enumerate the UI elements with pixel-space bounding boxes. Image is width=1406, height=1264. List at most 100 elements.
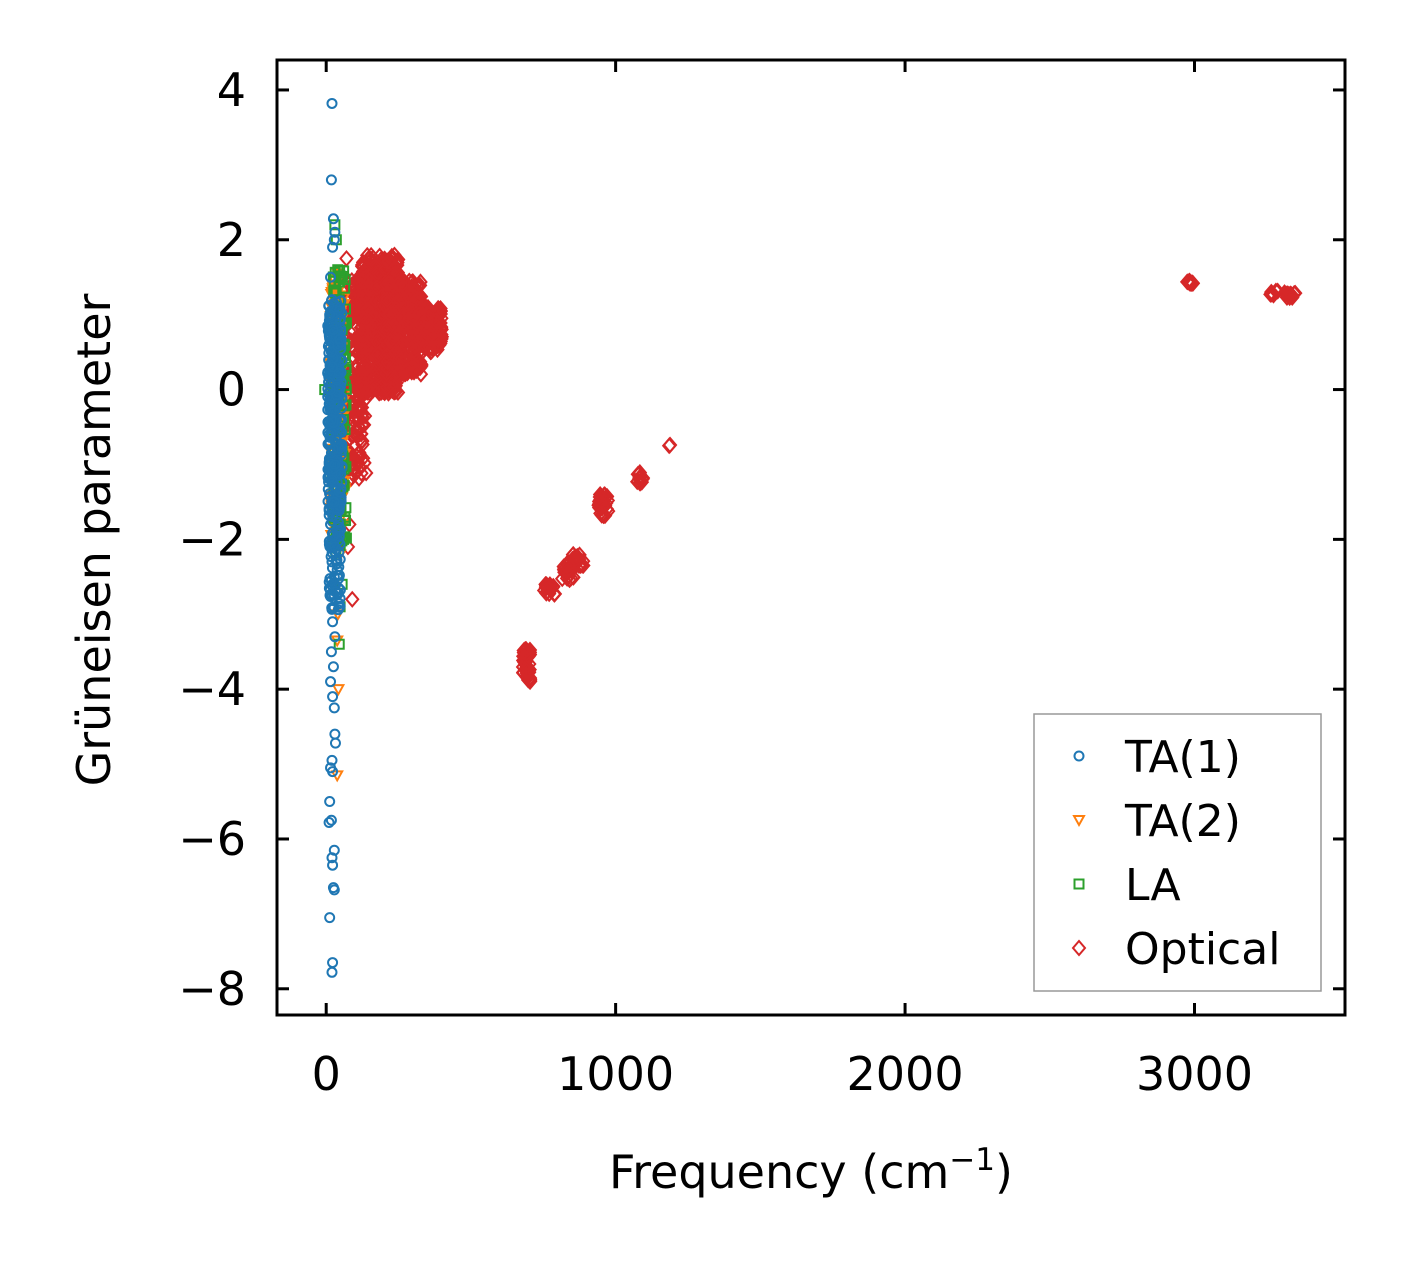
y-axis-label: Grüneisen parameter: [67, 293, 121, 786]
data-point: [389, 256, 405, 274]
data-point: [413, 273, 428, 291]
data-point: [370, 264, 386, 282]
data-point: [403, 285, 419, 303]
data-point: [324, 359, 336, 371]
data-point: [355, 280, 371, 298]
data-point: [381, 282, 396, 300]
data-point: [383, 332, 398, 350]
legend-marker: [1072, 815, 1086, 828]
data-point: [359, 275, 374, 293]
data-point: [348, 464, 364, 482]
data-point: [519, 664, 535, 682]
data-point: [355, 449, 371, 467]
data-point: [328, 407, 340, 419]
data-point: [328, 702, 340, 714]
data-point: [325, 174, 337, 186]
data-point: [329, 541, 341, 553]
data-point: [389, 374, 404, 392]
data-point: [354, 432, 370, 450]
data-point: [379, 336, 395, 354]
data-point: [326, 966, 338, 978]
data-point: [1263, 283, 1279, 301]
y-tick-label: −8: [178, 962, 246, 1016]
data-point: [328, 234, 340, 246]
data-point: [328, 496, 340, 508]
x-tick-label: 1000: [557, 1047, 674, 1101]
data-point: [326, 97, 338, 109]
data-point: [571, 557, 587, 575]
data-point: [515, 658, 531, 676]
data-point: [353, 382, 369, 400]
data-point: [323, 505, 335, 517]
data-point: [406, 321, 421, 339]
data-point: [327, 661, 339, 673]
data-point: [1284, 286, 1300, 304]
data-point: [662, 436, 678, 454]
data-point: [430, 337, 446, 355]
x-tick-label: 2000: [847, 1047, 964, 1101]
data-point: [329, 219, 341, 231]
data-point: [393, 330, 409, 348]
data-point: [329, 737, 341, 749]
data-point: [359, 246, 375, 264]
data-point: [366, 322, 382, 341]
legend-label: LA: [1125, 860, 1181, 911]
data-point: [361, 351, 376, 369]
plot-frame: [275, 58, 1347, 1017]
data-point: [354, 341, 369, 359]
data-point: [379, 353, 395, 371]
data-point: [570, 549, 586, 567]
data-point: [333, 367, 345, 379]
data-point: [382, 383, 398, 401]
data-point: [327, 324, 339, 336]
data-point: [335, 468, 347, 480]
data-point: [425, 323, 441, 341]
data-point: [399, 351, 414, 369]
data-point: [414, 331, 429, 349]
data-point: [387, 303, 402, 321]
data-point: [417, 320, 433, 338]
legend-marker: [1073, 750, 1085, 762]
data-point: [327, 859, 339, 871]
data-point: [327, 616, 339, 628]
data-point: [326, 294, 338, 306]
data-point: [344, 590, 360, 608]
data-points-layer: [319, 97, 1303, 978]
legend-label: Optical: [1125, 924, 1280, 975]
data-point: [360, 301, 375, 319]
data-point: [329, 631, 341, 643]
data-point: [1183, 274, 1199, 293]
data-point: [593, 504, 608, 522]
data-point: [1279, 285, 1295, 303]
data-point: [327, 530, 339, 542]
data-point: [329, 728, 341, 740]
data-point: [412, 353, 428, 371]
data-point: [597, 507, 613, 525]
x-tick-label: 3000: [1136, 1047, 1253, 1101]
data-point: [356, 288, 371, 306]
data-point: [326, 852, 338, 864]
data-point: [356, 416, 372, 434]
data-point: [379, 291, 395, 309]
data-point: [327, 601, 339, 613]
y-tick-label: 0: [217, 363, 246, 417]
data-point: [327, 691, 339, 703]
data-point: [324, 399, 336, 411]
data-point: [325, 551, 337, 563]
data-point: [332, 264, 344, 276]
data-point: [1179, 273, 1195, 291]
data-point: [327, 241, 339, 253]
data-point: [339, 249, 354, 268]
data-point: [390, 275, 406, 293]
data-point: [385, 317, 401, 335]
data-point: [381, 274, 397, 292]
data-point: [323, 817, 335, 829]
y-axis: −8 −6 −4 −2 0 2 4: [178, 63, 1345, 1016]
data-point: [325, 384, 337, 396]
data-point: [406, 362, 421, 380]
data-point: [324, 796, 336, 808]
data-point: [326, 754, 338, 766]
data-point: [323, 376, 335, 388]
y-tick-label: −4: [178, 662, 246, 716]
data-point: [334, 584, 346, 596]
